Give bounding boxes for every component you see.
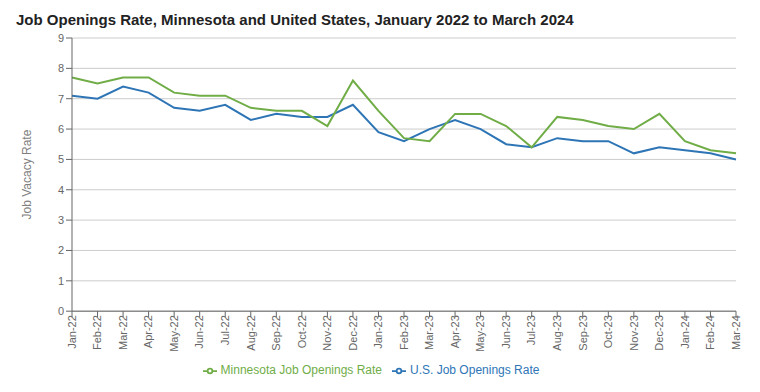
svg-text:Oct-22: Oct-22 [296,315,308,348]
svg-text:Jan-23: Jan-23 [372,315,384,349]
svg-text:Sep-23: Sep-23 [577,315,589,350]
svg-text:8: 8 [58,62,64,74]
svg-text:Apr-23: Apr-23 [449,315,461,348]
svg-text:May-22: May-22 [168,315,180,352]
svg-text:6: 6 [58,123,64,135]
svg-text:2: 2 [58,244,64,256]
svg-text:Feb-24: Feb-24 [704,315,716,350]
svg-text:0: 0 [58,305,64,317]
svg-text:Jul-23: Jul-23 [526,315,538,345]
svg-text:Jul-22: Jul-22 [219,315,231,345]
svg-text:Feb-23: Feb-23 [398,315,410,350]
svg-text:Feb-22: Feb-22 [91,315,103,350]
svg-text:5: 5 [58,153,64,165]
svg-text:Sep-22: Sep-22 [270,315,282,350]
svg-text:Aug-23: Aug-23 [551,315,563,350]
svg-text:Dec-23: Dec-23 [653,315,665,350]
svg-text:Jan-24: Jan-24 [679,315,691,349]
svg-text:Nov-23: Nov-23 [628,315,640,350]
html-text:Minnesota Job Openings Rate: Minnesota Job Openings Rate [220,363,382,378]
html-text:U.S. Job Openings Rate: U.S. Job Openings Rate [410,363,540,378]
svg-text:4: 4 [58,184,64,196]
svg-text:Jun-22: Jun-22 [194,315,206,349]
svg-text:Mar-24: Mar-24 [730,315,742,350]
svg-text:Mar-23: Mar-23 [423,315,435,350]
svg-text:1: 1 [58,275,64,287]
svg-text:9: 9 [58,32,64,44]
svg-text:May-23: May-23 [474,315,486,352]
svg-text:Jun-23: Jun-23 [500,315,512,349]
svg-text:Mar-22: Mar-22 [117,315,129,350]
html-text:Job Openings Rate, Minnesota a: Job Openings Rate, Minnesota and United … [16,11,574,28]
svg-text:Aug-22: Aug-22 [245,315,257,350]
svg-text:7: 7 [58,93,64,105]
svg-text:Jan-22: Jan-22 [66,315,78,349]
svg-text:Dec-22: Dec-22 [347,315,359,350]
svg-text:Oct-23: Oct-23 [602,315,614,348]
svg-text:Job Vacacy Rate: Job Vacacy Rate [20,129,34,219]
svg-text:Apr-22: Apr-22 [142,315,154,348]
svg-text:3: 3 [58,214,64,226]
svg-text:Nov-22: Nov-22 [321,315,333,350]
